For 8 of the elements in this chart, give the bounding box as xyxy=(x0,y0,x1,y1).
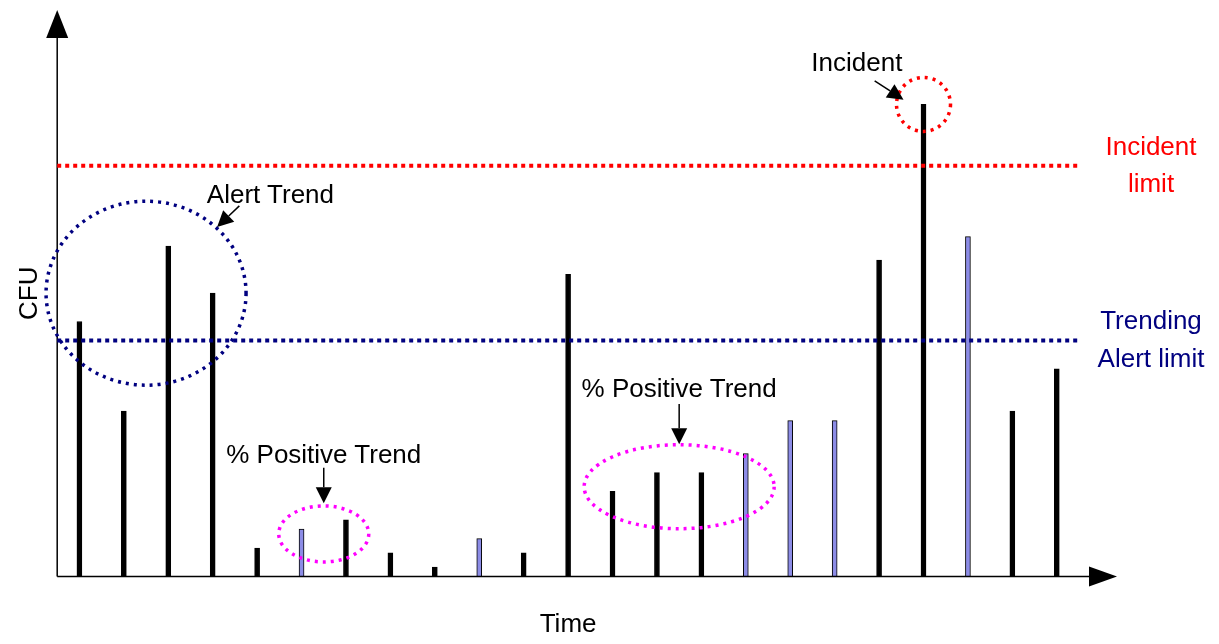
x-axis-title: Time xyxy=(539,607,597,638)
ref-line-label: Trending Alert limit xyxy=(1096,304,1206,376)
annotation: % Positive Trend xyxy=(581,372,777,403)
annotation: Alert Trend xyxy=(206,179,335,210)
text: Incident xyxy=(811,46,903,77)
ref-line-label: Incident limit xyxy=(1104,130,1198,201)
annotation: % Positive Trend xyxy=(226,438,422,469)
y-axis-title: CFU xyxy=(12,266,43,320)
